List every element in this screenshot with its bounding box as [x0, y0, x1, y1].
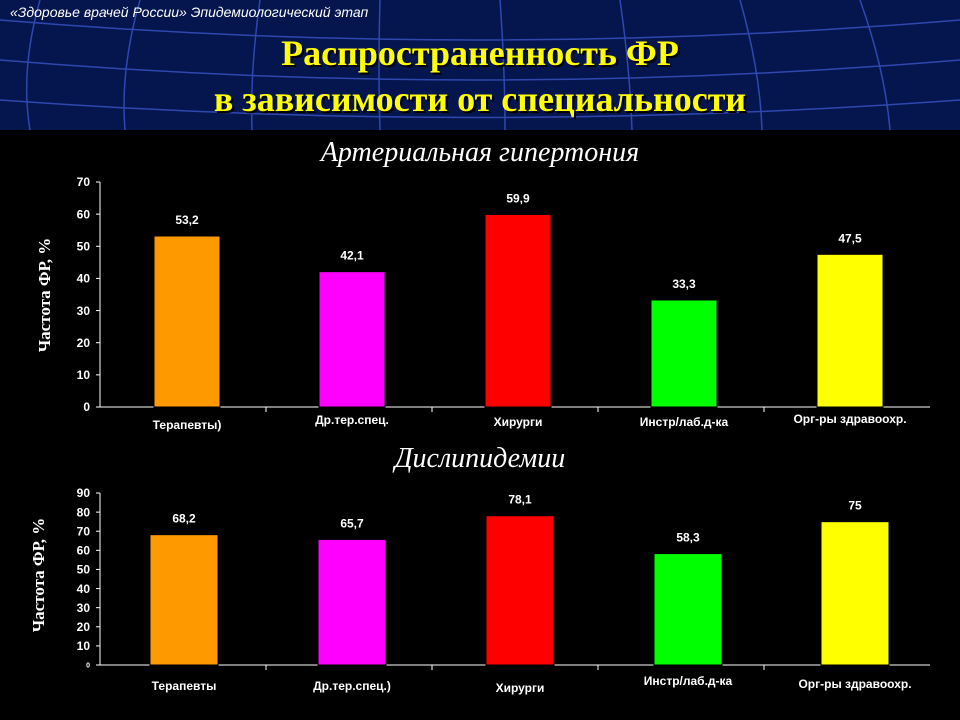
chart2-bar-3 — [485, 515, 555, 666]
chart1-title: Артериальная гипертония — [320, 137, 640, 168]
chart2-y-tick-label: 80 — [77, 505, 91, 519]
chart1-bar-5 — [816, 253, 884, 408]
chart2-y-tick-label: 10 — [77, 639, 91, 653]
chart2-bar-1 — [149, 534, 219, 666]
chart2-data-label-5: 75 — [848, 499, 862, 513]
chart2-category-label-1: Терапевты — [152, 679, 217, 693]
source-caption: «Здоровье врачей России» Эпидемиологичес… — [10, 4, 369, 20]
chart2-y-tick-label: 30 — [77, 601, 91, 615]
chart1-y-tick-label: 30 — [77, 304, 91, 318]
chart2-bar-4 — [653, 553, 723, 666]
chart1-bar-1 — [153, 235, 221, 408]
chart1-y-tick-label: 60 — [77, 207, 91, 221]
chart2-data-label-3: 78,1 — [508, 493, 532, 507]
chart1-y-tick-label: 40 — [77, 272, 91, 286]
chart2-bar-5 — [820, 521, 890, 666]
chart2-y-tick-label: 50 — [77, 563, 91, 577]
chart1-data-label-4: 33,3 — [672, 277, 696, 291]
chart2-category-label-3: Хирурги — [496, 681, 545, 695]
chart1-data-label-3: 59,9 — [506, 191, 530, 205]
chart2-category-label-2: Др.тер.спец.) — [313, 679, 391, 693]
chart2-bar-2 — [317, 538, 387, 666]
chart2-y-tick-label: 40 — [77, 582, 91, 596]
chart1-category-label-5: Орг-ры здравоохр. — [793, 412, 906, 426]
chart2-title: Дислипидемии — [394, 443, 566, 474]
chart2-data-label-1: 68,2 — [172, 512, 196, 526]
chart2-y-tick-label: 70 — [77, 524, 91, 538]
chart2-category-label-5: Орг-ры здравоохр. — [798, 677, 911, 691]
chart1-bar-2 — [318, 271, 386, 408]
chart1-data-label-2: 42,1 — [340, 249, 364, 263]
chart1-data-label-1: 53,2 — [175, 213, 199, 227]
chart2-y-tick-label: 0 — [86, 662, 90, 669]
chart2-category-label-4: Инстр/лаб.д-ка — [644, 674, 733, 688]
page-title-line1: Распространенность ФР — [281, 33, 679, 73]
chart2-y-axis-title: Частота ФР, % — [29, 518, 48, 633]
chart1-category-label-2: Др.тер.спец. — [315, 413, 389, 427]
chart2-y-tick-label: 20 — [77, 620, 91, 634]
chart1-y-tick-label: 50 — [77, 239, 91, 253]
chart1-category-label-4: Инстр/лаб.д-ка — [640, 415, 729, 429]
chart1-bar-4 — [650, 299, 718, 408]
chart2-data-label-4: 58,3 — [676, 531, 700, 545]
chart2-y-tick-label: 60 — [77, 544, 91, 558]
page-title-line2: в зависимости от специальности — [213, 79, 747, 119]
chart1-y-tick-label: 10 — [77, 368, 91, 382]
chart1-bar-3 — [484, 213, 552, 408]
chart1-y-tick-label: 0 — [83, 400, 90, 414]
chart2-data-label-2: 65,7 — [340, 516, 364, 530]
chart1-y-tick-label: 70 — [77, 175, 91, 189]
chart1-y-axis-title: Частота ФР, % — [35, 238, 54, 353]
chart2-y-tick-label: 90 — [77, 486, 91, 500]
chart1-category-label-3: Хирурги — [494, 415, 543, 429]
chart1-category-label-1: Терапевты) — [153, 418, 222, 432]
chart1-data-label-5: 47,5 — [838, 231, 862, 245]
chart1-y-tick-label: 20 — [77, 336, 91, 350]
